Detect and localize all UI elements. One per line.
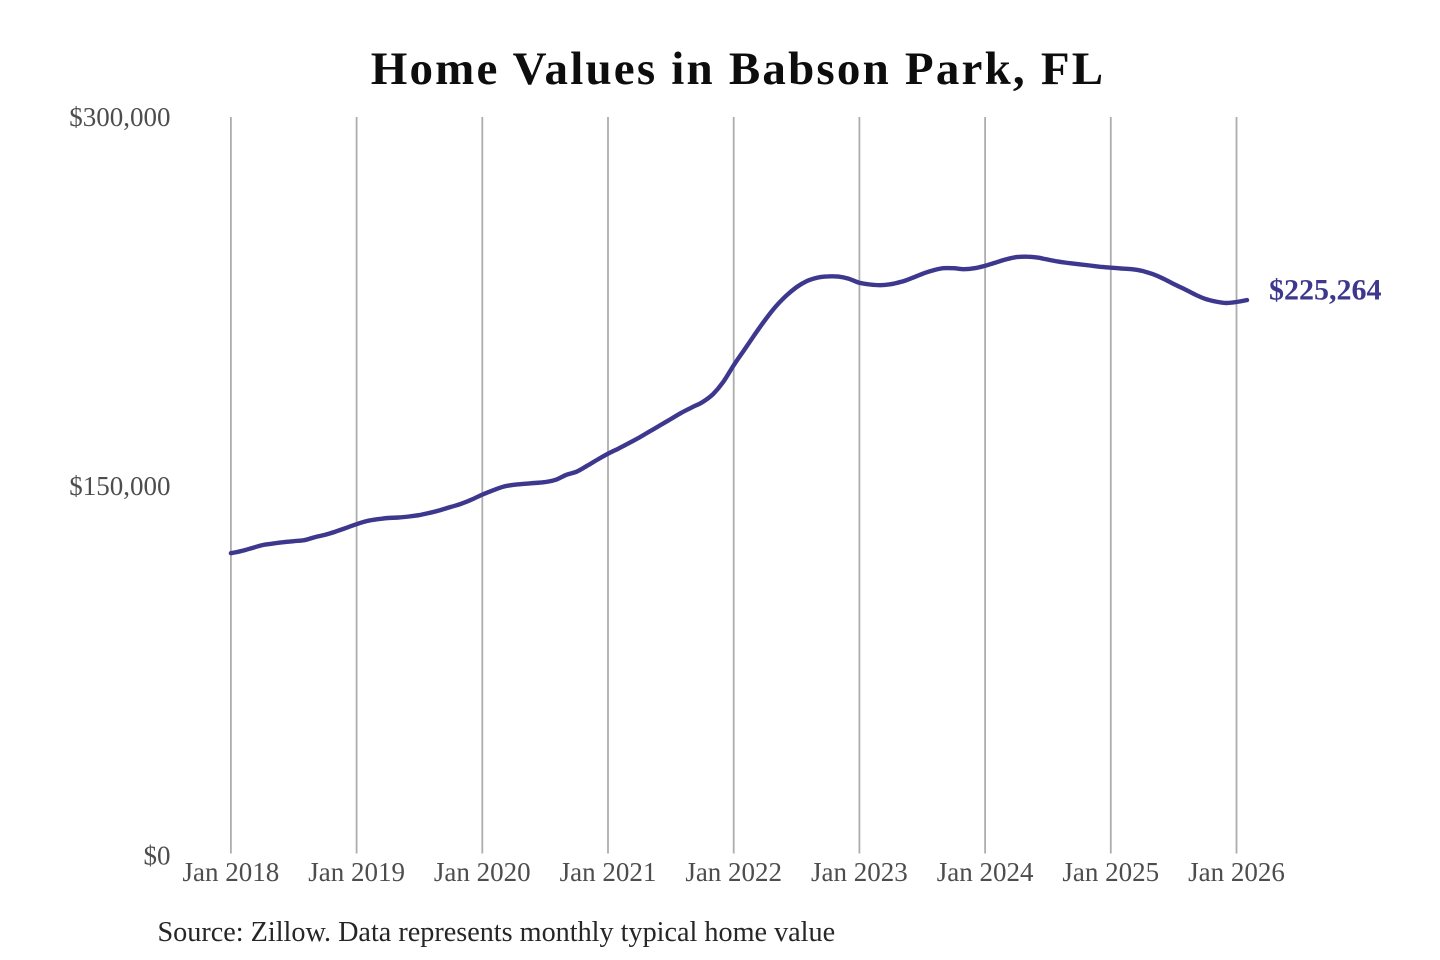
svg-text:Source: Zillow. Data represent: Source: Zillow. Data represents monthly … bbox=[158, 917, 836, 948]
svg-text:Jan 2022: Jan 2022 bbox=[685, 857, 782, 887]
svg-text:Jan 2018: Jan 2018 bbox=[183, 857, 280, 887]
svg-text:Home Values in Babson Park, FL: Home Values in Babson Park, FL bbox=[371, 43, 1106, 95]
svg-text:Jan 2020: Jan 2020 bbox=[434, 857, 531, 887]
svg-text:Jan 2021: Jan 2021 bbox=[560, 857, 657, 887]
svg-text:$300,000: $300,000 bbox=[69, 102, 170, 132]
svg-text:Jan 2024: Jan 2024 bbox=[937, 857, 1034, 887]
svg-text:Jan 2026: Jan 2026 bbox=[1188, 857, 1285, 887]
svg-text:$0: $0 bbox=[144, 841, 171, 871]
svg-text:Jan 2025: Jan 2025 bbox=[1062, 857, 1159, 887]
svg-text:$225,264: $225,264 bbox=[1269, 274, 1382, 307]
svg-text:$150,000: $150,000 bbox=[69, 471, 170, 501]
svg-text:Jan 2019: Jan 2019 bbox=[308, 857, 405, 887]
svg-text:Jan 2023: Jan 2023 bbox=[811, 857, 908, 887]
